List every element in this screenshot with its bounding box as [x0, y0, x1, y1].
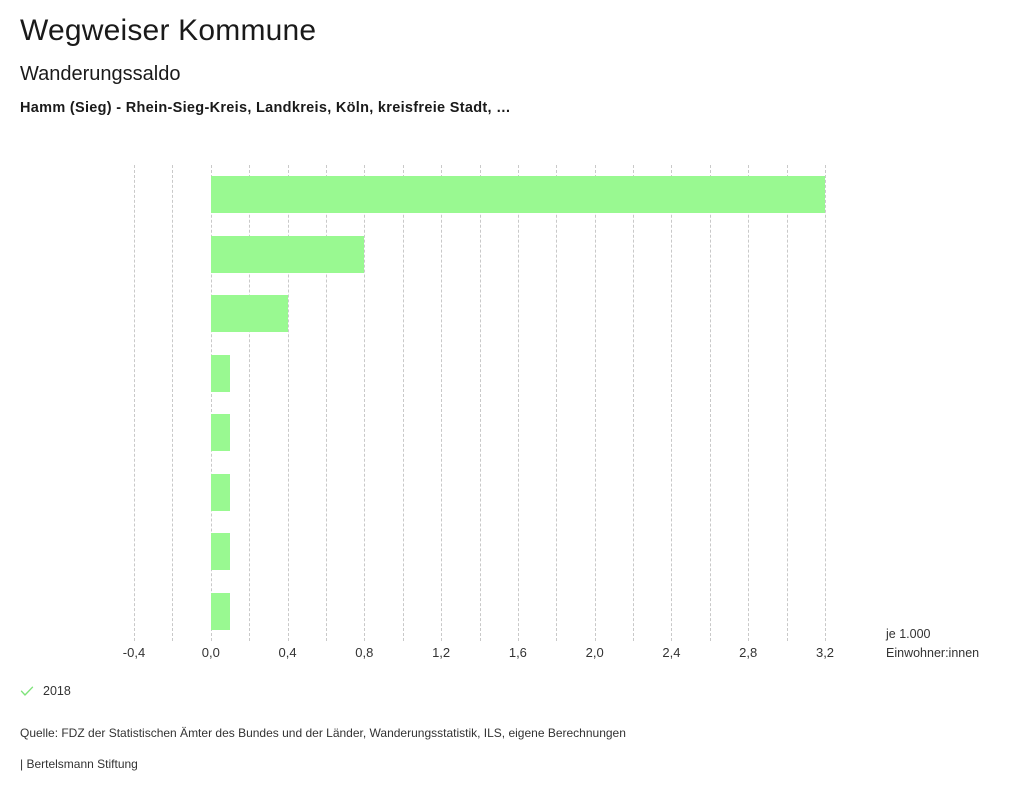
x-axis-tick-label: -0,4 — [122, 645, 146, 660]
gridline — [441, 165, 443, 641]
bar[interactable] — [210, 176, 825, 214]
chart-subtitle: Hamm (Sieg) - Rhein-Sieg-Kreis, Landkrei… — [20, 99, 511, 116]
plot-area — [134, 165, 826, 641]
bar[interactable] — [210, 295, 288, 333]
gridline — [325, 165, 327, 641]
x-axis-tick-label: 0,0 — [201, 645, 220, 660]
gridline — [517, 165, 519, 641]
bar[interactable] — [210, 235, 365, 273]
chart-title: Wanderungssaldo — [20, 62, 181, 85]
source-note: Quelle: FDZ der Statistischen Ämter des … — [20, 726, 626, 740]
gridline — [479, 165, 481, 641]
gridline — [210, 165, 212, 641]
x-axis-tick-label: 3,2 — [815, 645, 835, 660]
x-axis-tick-label: 0,8 — [355, 645, 374, 660]
bar[interactable] — [210, 414, 230, 452]
x-axis-tick-label: 1,2 — [432, 645, 451, 660]
gridline — [556, 165, 558, 641]
gridline — [786, 165, 788, 641]
x-axis-tick-label: 2,4 — [662, 645, 681, 660]
gridline — [671, 165, 673, 641]
app-title: Wegweiser Kommune — [20, 14, 317, 47]
x-axis-tick-label: 0,4 — [278, 645, 297, 660]
gridline — [594, 165, 596, 641]
gridline — [825, 165, 826, 641]
x-axis-tick-label: 1,6 — [508, 645, 527, 660]
x-axis-tick-labels: -0,4 0,0 0,4 0,8 1,2 1,6 2,0 2,4 2,8 3,2 — [123, 641, 834, 665]
bar[interactable] — [210, 533, 230, 571]
axis-unit-line-2: Einwohner:innen — [886, 645, 980, 660]
gridline — [249, 165, 251, 641]
gridline — [172, 165, 174, 641]
axis-unit-label: je 1.000 Einwohner:innen — [886, 625, 979, 663]
gridline — [134, 165, 135, 641]
check-icon — [20, 684, 34, 698]
gridline — [364, 165, 366, 641]
axis-unit-line-1: je 1.000 — [886, 627, 931, 641]
bar[interactable] — [210, 473, 230, 511]
gridline — [748, 165, 750, 641]
gridline — [709, 165, 711, 641]
chart-plot-wrapper: Rhein-Sieg-Kreis, LKKölnOberbergischer K… — [0, 150, 1024, 660]
gridline — [287, 165, 289, 641]
gridline — [633, 165, 635, 641]
chart-header: Wegweiser Kommune Wanderungssaldo Hamm (… — [20, 14, 1000, 117]
x-axis-tick-label: 2,8 — [739, 645, 758, 660]
bar[interactable] — [210, 354, 230, 392]
gridline — [402, 165, 404, 641]
bar[interactable] — [210, 592, 230, 630]
x-axis-tick-label: 2,0 — [585, 645, 604, 660]
publisher-note: | Bertelsmann Stiftung — [20, 757, 138, 771]
legend-item-label: 2018 — [43, 684, 71, 698]
legend[interactable]: 2018 — [20, 684, 71, 698]
